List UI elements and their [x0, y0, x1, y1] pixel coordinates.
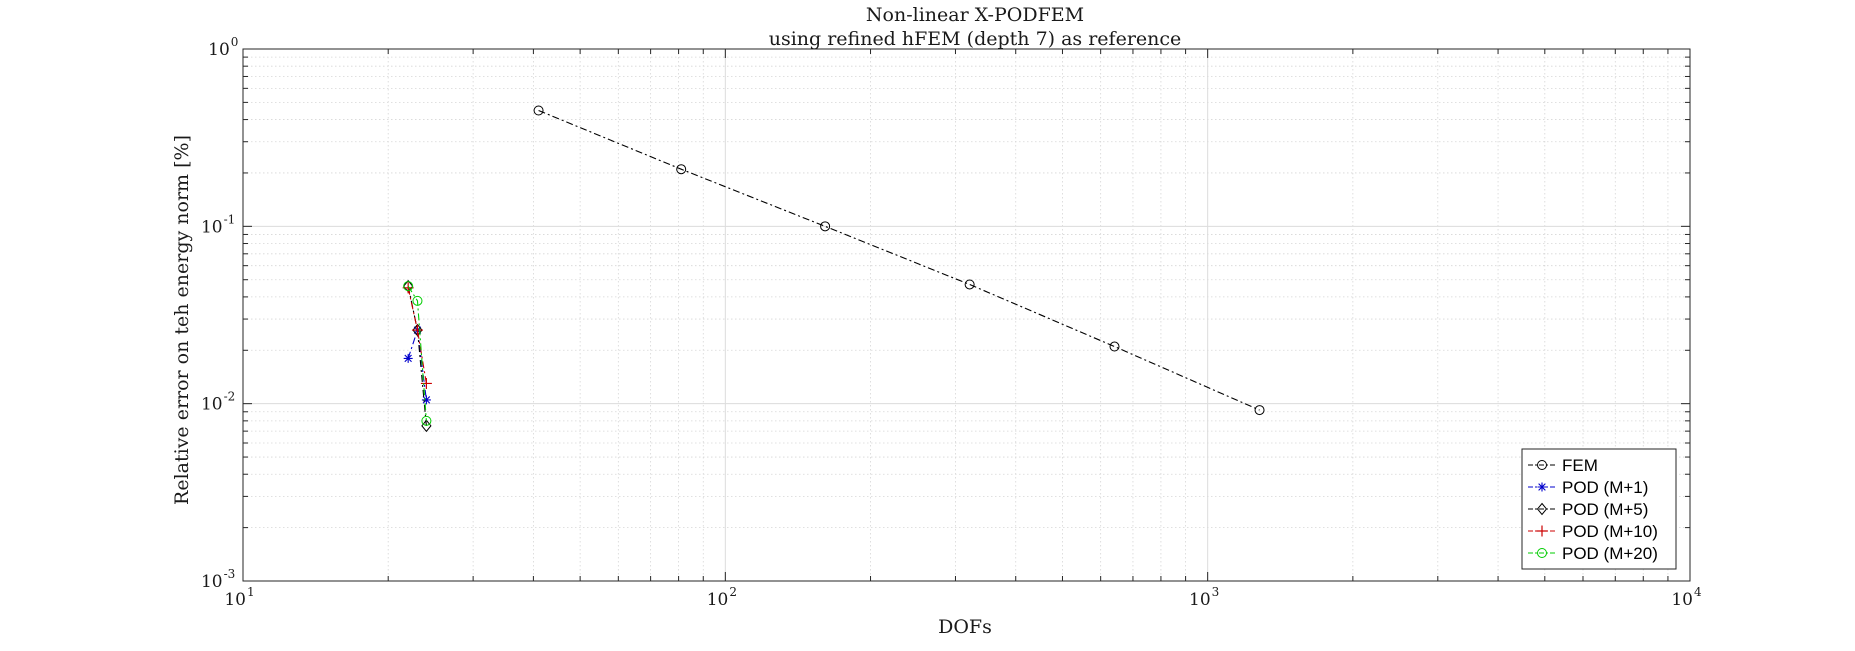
x-tick-label: 10 — [224, 590, 246, 610]
series-line — [407, 286, 427, 426]
y-tick-label: 10 — [208, 40, 230, 60]
series-0 — [533, 105, 1265, 416]
y-tick-label: 10 — [201, 395, 223, 415]
chart-subtitle: using refined hFEM (depth 7) as referenc… — [769, 28, 1182, 50]
data-point — [676, 164, 687, 175]
legend-entry: FEM — [1528, 456, 1598, 475]
x-tick-label-exponent: 2 — [729, 585, 737, 599]
y-tick-label: 10 — [201, 572, 223, 592]
series-layer — [402, 105, 1265, 433]
legend-marker — [1537, 548, 1547, 558]
data-point — [402, 282, 414, 294]
plot-background — [243, 49, 1690, 581]
y-tick-label: 10 — [201, 217, 223, 237]
x-axis-label: DOFs — [938, 616, 992, 638]
y-axis-label: Relative error on teh energy norm [%] — [171, 135, 193, 505]
axes-box — [242, 48, 1691, 582]
series-line — [538, 109, 1260, 411]
data-point — [403, 353, 413, 363]
data-point — [964, 279, 975, 290]
legend-label: POD (M+1) — [1562, 478, 1648, 497]
data-point — [1109, 341, 1120, 352]
data-point — [403, 281, 414, 292]
series-4 — [403, 281, 432, 426]
x-tick-label-exponent: 3 — [1212, 585, 1220, 599]
series-line — [407, 285, 427, 421]
y-tick-label-exponent: -1 — [224, 212, 236, 226]
legend-label: POD (M+5) — [1562, 500, 1648, 519]
legend-marker — [1537, 460, 1547, 470]
ticks-layer: 10 1 10 2 10 3 10 410 010 -110 -210 -3 — [201, 35, 1702, 610]
legend-entry: POD (M+20) — [1528, 544, 1658, 563]
y-tick-label-exponent: -2 — [224, 390, 236, 404]
x-tick-label-exponent: 4 — [1694, 585, 1702, 599]
data-point — [421, 415, 432, 426]
data-point — [421, 395, 431, 405]
y-tick-label-exponent: -3 — [224, 567, 236, 581]
chart-title: Non-linear X-PODFEM — [866, 4, 1084, 26]
data-point — [411, 324, 423, 336]
legend-marker — [1537, 482, 1547, 492]
legend-label: POD (M+10) — [1562, 522, 1658, 541]
y-tick-label-exponent: 0 — [231, 35, 239, 49]
legend-entry: POD (M+1) — [1528, 478, 1648, 497]
series-3 — [402, 282, 432, 389]
legend-label: POD (M+20) — [1562, 544, 1658, 563]
x-tick-label: 10 — [707, 590, 729, 610]
axes-layer — [242, 48, 1691, 582]
data-point — [820, 221, 831, 232]
series-line — [407, 287, 427, 384]
data-point — [1254, 405, 1265, 416]
data-point — [420, 377, 432, 389]
legend-entry: POD (M+5) — [1528, 500, 1648, 519]
x-tick-label-exponent: 1 — [247, 585, 255, 599]
legend-label: FEM — [1562, 456, 1598, 475]
legend-entry: POD (M+10) — [1528, 522, 1658, 541]
legend: FEM POD (M+1) POD (M+5) POD (M+10) POD (M+20… — [1521, 448, 1677, 570]
data-point — [533, 105, 544, 116]
x-tick-label: 10 — [1189, 590, 1211, 610]
grid-layer — [242, 48, 1691, 582]
data-point — [412, 295, 423, 306]
x-tick-label: 10 — [1671, 590, 1693, 610]
legend-marker — [1536, 525, 1548, 537]
legend-marker — [1536, 502, 1548, 516]
